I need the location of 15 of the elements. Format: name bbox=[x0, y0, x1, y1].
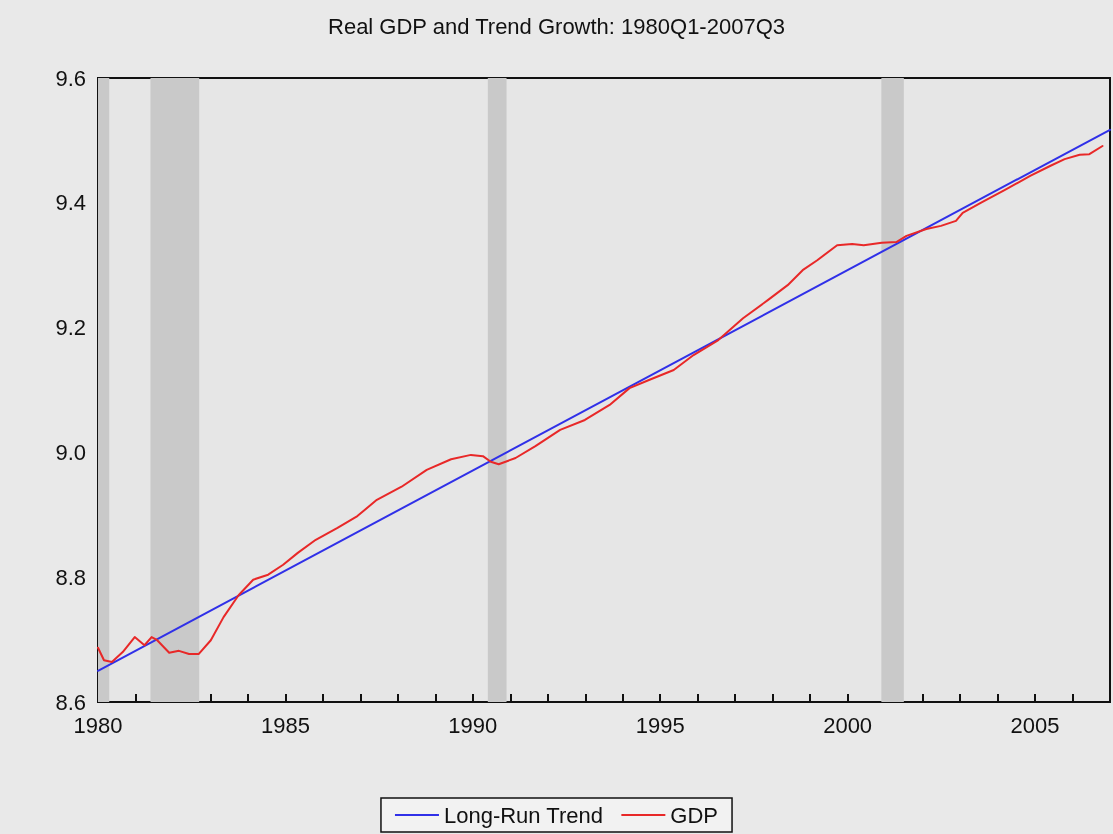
x-tick-label: 2000 bbox=[823, 712, 873, 738]
y-tick-label: 9.6 bbox=[55, 65, 86, 91]
legend-label: GDP bbox=[670, 802, 719, 828]
y-tick-label: 9.4 bbox=[55, 190, 86, 216]
legend-label: Long-Run Trend bbox=[443, 802, 603, 828]
chart-title: Real GDP and Trend Growth: 1980Q1-2007Q3 bbox=[328, 13, 785, 39]
y-tick-label: 8.6 bbox=[55, 689, 86, 715]
x-tick-label: 2005 bbox=[1010, 712, 1060, 738]
x-tick-label: 1985 bbox=[260, 712, 310, 738]
x-tick-label: 1995 bbox=[635, 712, 685, 738]
x-tick-label: 1980 bbox=[73, 712, 123, 738]
x-tick-label: 1990 bbox=[448, 712, 498, 738]
y-tick-label: 8.8 bbox=[55, 564, 86, 590]
y-tick-label: 9.2 bbox=[55, 315, 86, 341]
y-tick-label: 9.0 bbox=[55, 439, 86, 465]
